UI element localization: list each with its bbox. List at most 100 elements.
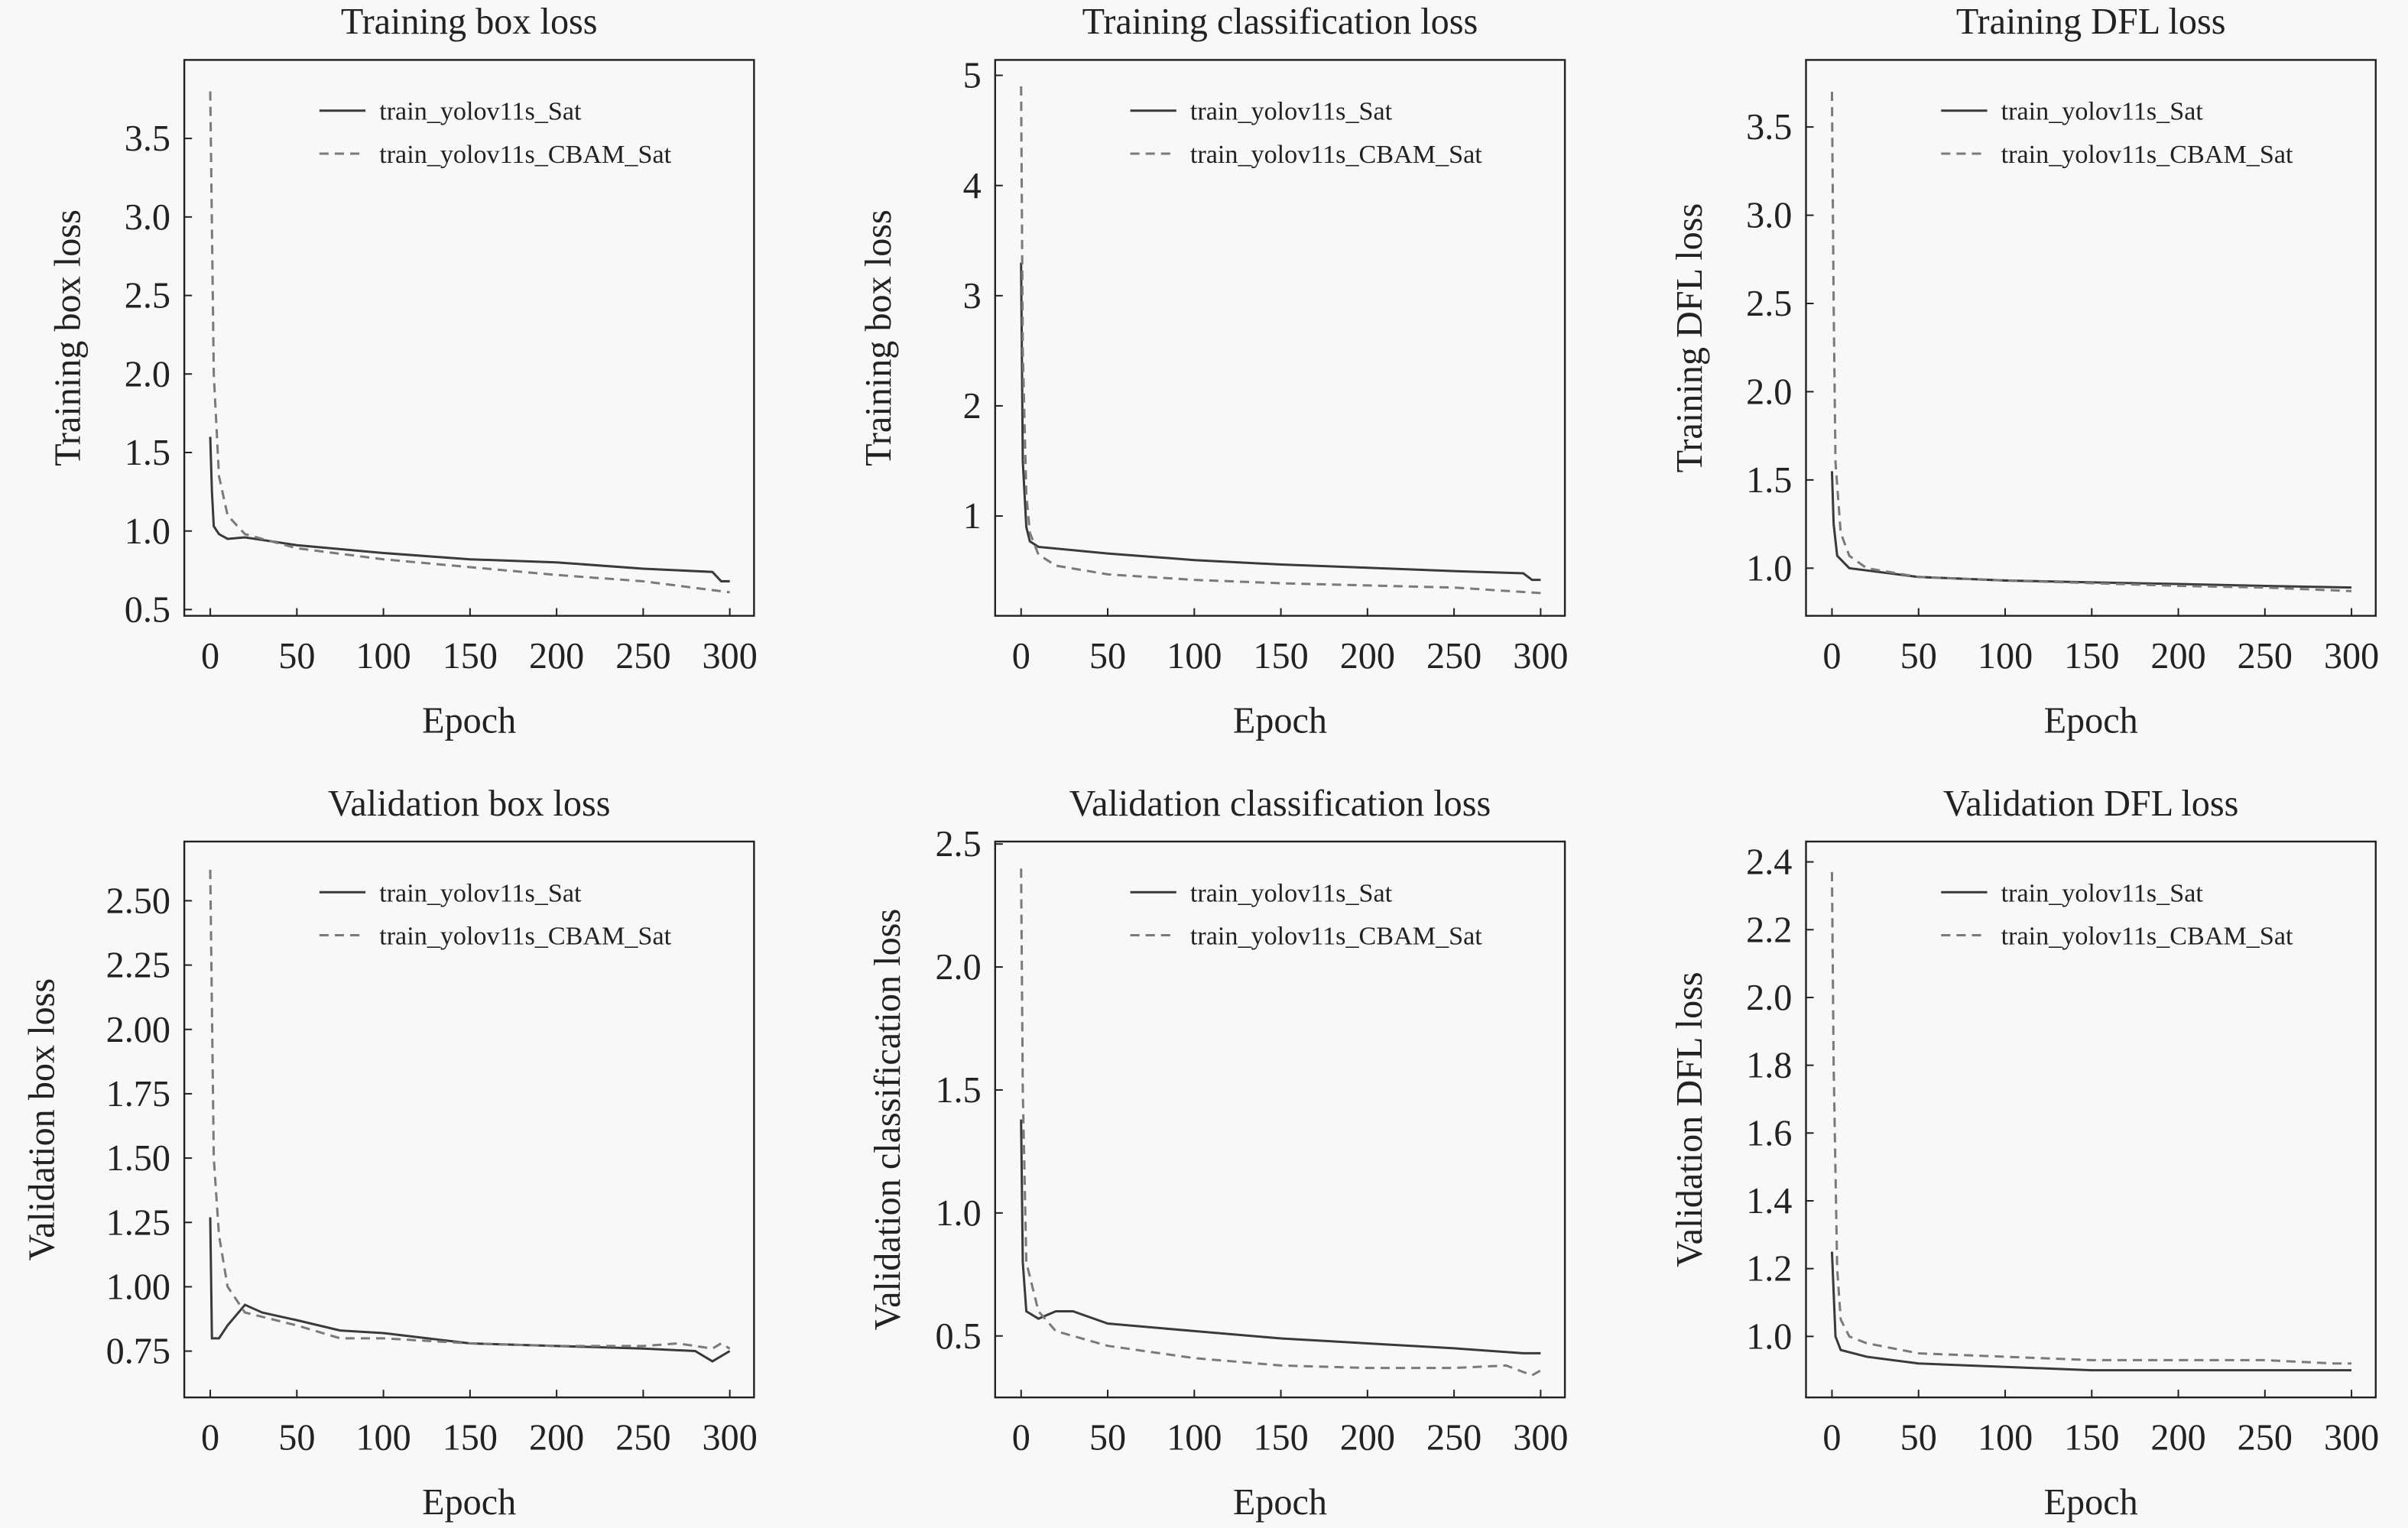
x-tick-label: 50	[278, 1417, 315, 1458]
x-tick-label: 0	[1822, 636, 1841, 676]
x-tick-label: 300	[1513, 1417, 1568, 1458]
chart-title: Training box loss	[341, 2, 598, 42]
y-tick-label: 2.50	[106, 881, 170, 921]
y-axis-label: Training box loss	[858, 209, 899, 466]
legend-label: train_yolov11s_Sat	[2001, 98, 2204, 126]
y-tick-label: 1.50	[106, 1138, 170, 1179]
x-tick-label: 200	[2150, 636, 2205, 676]
x-tick-label: 100	[355, 1417, 411, 1458]
x-tick-label: 100	[1978, 636, 2033, 676]
series-line-cbam-sat	[209, 869, 731, 1350]
y-axis-label: Validation classification loss	[868, 909, 908, 1331]
legend-label: train_yolov11s_CBAM_Sat	[379, 141, 671, 169]
y-tick-label: 1.0	[1746, 1316, 1792, 1357]
subplot-2: Training classification loss 0 50 100 150 200…	[858, 2, 1568, 741]
legend-label: train_yolov11s_CBAM_Sat	[2001, 923, 2293, 951]
y-tick-label: 2.2	[1746, 910, 1792, 950]
y-axis-label: Validation box loss	[21, 978, 62, 1261]
x-tick-label: 250	[1426, 636, 1481, 676]
y-tick-label: 1.00	[106, 1267, 170, 1307]
x-axis-label: Epoch	[422, 700, 516, 741]
y-tick-label: 1.0	[125, 511, 170, 552]
legend-label: train_yolov11s_Sat	[1190, 879, 1393, 907]
x-tick-label: 0	[1012, 636, 1030, 676]
y-tick-label: 0.5	[935, 1316, 981, 1357]
x-tick-label: 0	[1012, 1417, 1030, 1458]
y-tick-label: 3.0	[125, 197, 170, 238]
x-tick-label: 100	[355, 636, 411, 676]
y-tick-label: 1.8	[1746, 1046, 1792, 1086]
x-tick-label: 100	[1167, 636, 1222, 676]
y-axis-label: Training box loss	[47, 209, 88, 466]
legend-label: train_yolov11s_CBAM_Sat	[379, 923, 671, 951]
y-axis-label: Training DFL loss	[1670, 203, 1710, 473]
x-tick-label: 150	[443, 1417, 498, 1458]
x-tick-label: 100	[1978, 1417, 2033, 1458]
x-tick-label: 100	[1167, 1417, 1222, 1458]
x-axis-label: Epoch	[1233, 700, 1327, 741]
chart-title: Validation classification loss	[1069, 783, 1491, 824]
series-line-sat	[1830, 471, 2352, 589]
plot-frame	[1805, 840, 2377, 1399]
series-line-sat	[1830, 1251, 2352, 1372]
y-tick-label: 1.5	[125, 433, 170, 473]
y-tick-label: 2.25	[106, 946, 170, 986]
series-line-cbam-sat	[1020, 868, 1542, 1377]
y-tick-label: 3.5	[125, 118, 170, 159]
subplot-6: Validation DFL loss 0 50 100 150 200 250 300 1.0…	[1670, 783, 2379, 1523]
x-axis-label: Epoch	[422, 1482, 516, 1523]
series-line-sat	[209, 1217, 731, 1363]
x-tick-label: 300	[703, 636, 758, 676]
x-tick-label: 0	[1822, 1417, 1841, 1458]
y-tick-label: 2.0	[125, 354, 170, 394]
plot-frame	[994, 840, 1566, 1399]
x-tick-label: 150	[2064, 636, 2119, 676]
x-axis-label: Epoch	[1233, 1482, 1327, 1523]
plot-frame	[183, 840, 755, 1399]
x-tick-label: 250	[1426, 1417, 1481, 1458]
series-line-cbam-sat	[1020, 86, 1541, 595]
y-tick-label: 1	[963, 496, 982, 537]
chart-title: Validation box loss	[328, 783, 611, 824]
x-tick-label: 300	[2324, 636, 2379, 676]
subplot-5: Validation classification loss 0 50 100 150 2…	[868, 783, 1568, 1523]
series-line-sat	[209, 436, 730, 582]
x-tick-label: 50	[1900, 636, 1937, 676]
legend-label: train_yolov11s_Sat	[379, 879, 582, 907]
x-tick-label: 300	[703, 1417, 758, 1458]
legend-label: train_yolov11s_CBAM_Sat	[1190, 141, 1482, 169]
x-tick-label: 300	[1513, 636, 1568, 676]
y-tick-label: 1.25	[106, 1202, 170, 1243]
legend-label: train_yolov11s_Sat	[2001, 879, 2204, 907]
chart-title: Validation DFL loss	[1943, 783, 2239, 824]
chart-title: Training DFL loss	[1956, 2, 2226, 42]
y-tick-label: 2.5	[125, 276, 170, 316]
x-tick-label: 50	[1089, 636, 1126, 676]
y-tick-label: 1.5	[1746, 460, 1792, 501]
x-tick-label: 250	[2238, 636, 2293, 676]
x-tick-label: 250	[2238, 1417, 2293, 1458]
y-tick-label: 2.4	[1746, 842, 1792, 883]
plot-frame	[183, 59, 755, 617]
y-tick-label: 0.75	[106, 1332, 170, 1372]
y-tick-label: 4	[963, 166, 982, 206]
legend-label: train_yolov11s_CBAM_Sat	[2001, 141, 2293, 169]
y-tick-label: 1.75	[106, 1074, 170, 1114]
x-tick-label: 150	[443, 636, 498, 676]
y-tick-label: 3.5	[1746, 107, 1792, 148]
y-axis-label: Validation DFL loss	[1670, 972, 1710, 1267]
legend-label: train_yolov11s_Sat	[1190, 98, 1393, 126]
y-tick-label: 5	[963, 56, 982, 96]
subplot-4: Validation box loss 0 50 100 150 200 250 300 0.7…	[21, 783, 758, 1523]
x-tick-label: 0	[201, 636, 219, 676]
legend-label: train_yolov11s_CBAM_Sat	[1190, 923, 1482, 951]
x-tick-label: 50	[1900, 1417, 1937, 1458]
y-tick-label: 2.0	[1746, 372, 1792, 413]
x-tick-label: 50	[1089, 1417, 1126, 1458]
y-tick-label: 2.5	[1746, 284, 1792, 324]
y-tick-label: 0.5	[125, 589, 170, 630]
y-tick-label: 3.0	[1746, 196, 1792, 236]
x-tick-label: 250	[615, 1417, 670, 1458]
x-tick-label: 200	[529, 1417, 584, 1458]
